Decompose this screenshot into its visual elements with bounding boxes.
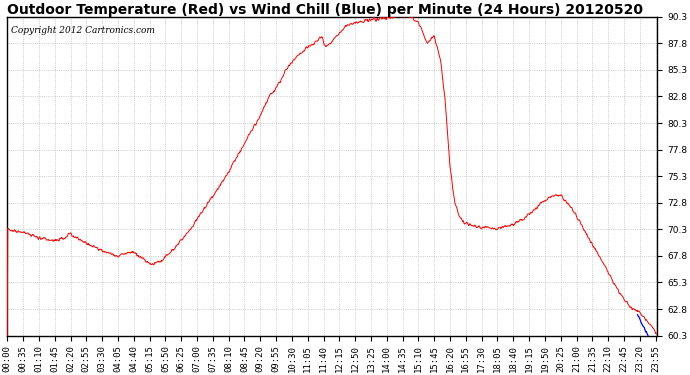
- Text: Outdoor Temperature (Red) vs Wind Chill (Blue) per Minute (24 Hours) 20120520: Outdoor Temperature (Red) vs Wind Chill …: [8, 3, 643, 17]
- Text: Copyright 2012 Cartronics.com: Copyright 2012 Cartronics.com: [10, 26, 155, 35]
